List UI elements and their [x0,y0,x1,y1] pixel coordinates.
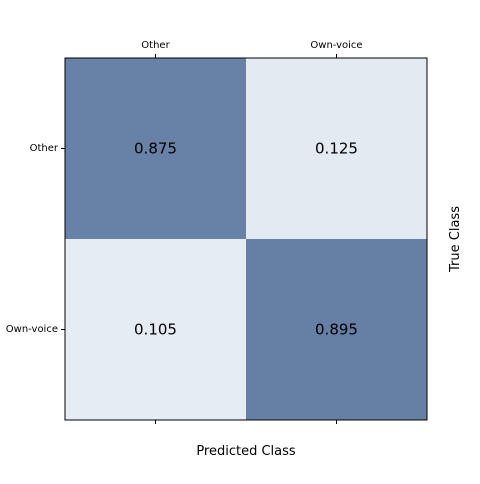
x-tick-label-1: Own-voice [310,40,362,51]
cell-value-label-1-1: 0.895 [315,321,358,339]
cell-value-label-1-0: 0.105 [134,321,177,339]
heatmap-cell-0-0 [65,58,246,239]
heatmap-cell-1-1 [246,239,427,420]
cell-value-label-0-1: 0.125 [315,140,358,158]
cell-value-label-0-0: 0.875 [134,140,177,158]
heatmap-cells [65,58,427,420]
x-tick-label-0: Other [141,40,170,51]
heatmap-cell-0-1 [246,58,427,239]
y-axis-label: True Class [448,206,463,273]
x-axis-label: Predicted Class [196,444,296,459]
y-tick-label-0: Other [30,143,59,154]
heatmap-cell-1-0 [65,239,246,420]
axis-ticks: Other Own-voice Other Own-voice [6,40,363,424]
cell-value-labels: 0.875 0.125 0.105 0.895 [134,140,358,339]
y-tick-label-1: Own-voice [6,324,58,335]
plot-frame [64,57,428,421]
